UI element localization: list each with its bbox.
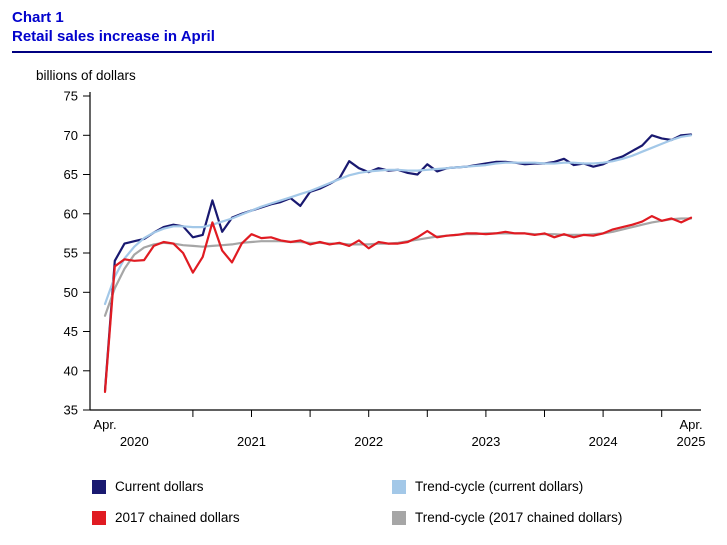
x-axis-label-year: 2023 xyxy=(471,434,500,449)
x-axis-label-year: 2022 xyxy=(354,434,383,449)
series-line-2017-chained-dollars xyxy=(103,215,693,393)
series-line-current-dollars xyxy=(103,133,693,392)
legend-item-trend-cycle-2017-chained-dollars: Trend-cycle (2017 chained dollars) xyxy=(392,510,727,525)
x-axis-label-year: 2024 xyxy=(589,434,618,449)
chart-page: Chart 1 Retail sales increase in April b… xyxy=(12,8,727,525)
line-chart: 35 40 45 50 55 60 65 70 75 Apr. Apr. 2020 2021 2022 20… xyxy=(64,89,706,450)
chart-legend: Current dollars Trend-cycle (current dol… xyxy=(92,479,727,525)
legend-label-trend-cycle-current-dollars: Trend-cycle (current dollars) xyxy=(415,479,584,494)
legend-label-trend-cycle-2017-chained-dollars: Trend-cycle (2017 chained dollars) xyxy=(415,510,623,525)
legend-swatch-trend-cycle-2017-chained-dollars xyxy=(392,510,406,525)
y-tick-label: 65 xyxy=(64,167,78,182)
y-tick-label: 45 xyxy=(64,324,78,339)
x-axis-label-year: 2020 xyxy=(120,434,149,449)
y-tick-label: 35 xyxy=(64,403,78,418)
y-tick-label: 60 xyxy=(64,206,78,221)
x-axis-label-year: 2021 xyxy=(237,434,266,449)
title-divider xyxy=(12,51,712,53)
y-tick-label: 40 xyxy=(64,363,78,378)
chart-title: Retail sales increase in April xyxy=(12,28,215,45)
x-axis-label-year: 2025 xyxy=(677,434,706,449)
y-axis-unit-label: billions of dollars xyxy=(36,68,136,83)
y-tick-label: 70 xyxy=(64,128,78,143)
legend-swatch-2017-chained-dollars xyxy=(92,510,106,525)
x-axis-label-month: Apr. xyxy=(93,417,116,432)
legend-item-2017-chained-dollars: 2017 chained dollars xyxy=(92,510,392,525)
y-tick-label: 55 xyxy=(64,246,78,261)
y-tick-label: 75 xyxy=(64,89,78,104)
legend-swatch-current-dollars xyxy=(92,479,106,494)
legend-label-2017-chained-dollars: 2017 chained dollars xyxy=(115,510,240,525)
chart-header: Chart 1 Retail sales increase in April xyxy=(12,8,727,46)
series-line-trend-cycle-current-dollars xyxy=(103,134,693,306)
legend-item-current-dollars: Current dollars xyxy=(92,479,392,494)
legend-label-current-dollars: Current dollars xyxy=(115,479,204,494)
x-axis-label-month: Apr. xyxy=(679,417,702,432)
legend-item-trend-cycle-current-dollars: Trend-cycle (current dollars) xyxy=(392,479,727,494)
legend-swatch-trend-cycle-current-dollars xyxy=(392,479,406,494)
chart-number: Chart 1 xyxy=(12,9,64,26)
y-tick-label: 50 xyxy=(64,285,78,300)
